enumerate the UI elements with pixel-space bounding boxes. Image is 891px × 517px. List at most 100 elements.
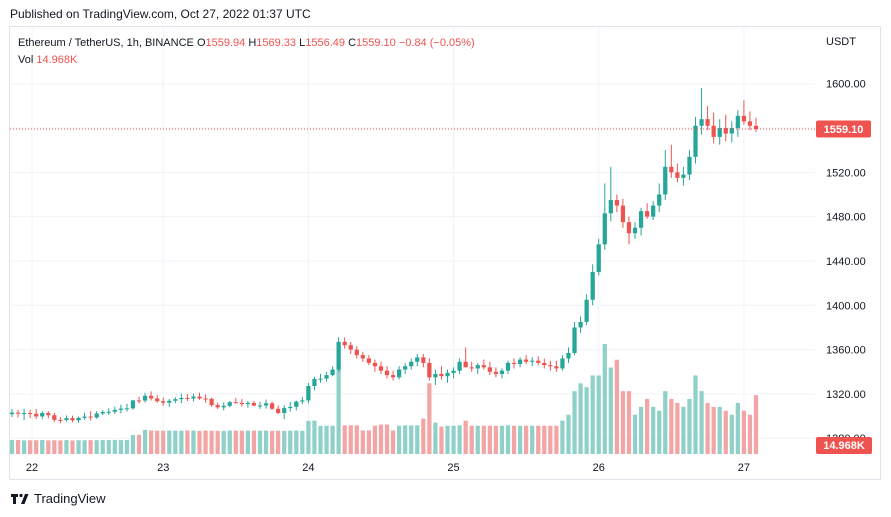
volume-bar	[306, 420, 311, 454]
volume-bar	[397, 425, 402, 454]
volume-bar	[209, 430, 214, 454]
candle-body	[28, 413, 33, 415]
volume-bar	[282, 430, 287, 454]
volume-bar	[245, 430, 251, 454]
candle-body	[100, 411, 105, 414]
candle-body	[215, 405, 220, 408]
last-price-tag: 1559.10	[816, 120, 871, 138]
volume-bar	[584, 387, 589, 454]
candle-body	[741, 115, 747, 122]
candle-body	[626, 222, 632, 234]
volume-bar	[40, 440, 45, 454]
candle-body	[282, 408, 287, 413]
candle-body	[663, 166, 668, 195]
candle-body	[118, 408, 123, 410]
legend-low: L1556.49	[299, 37, 345, 49]
volume-series	[9, 344, 759, 454]
volume-bar	[185, 430, 190, 454]
volume-bar	[269, 430, 275, 454]
candle-body	[112, 409, 117, 412]
volume-bar	[221, 430, 226, 454]
candle-body	[403, 366, 408, 370]
candle-body	[257, 405, 263, 407]
candle-body	[608, 200, 613, 214]
volume-bar	[161, 430, 166, 454]
candle-body	[209, 398, 214, 406]
volume-bar	[427, 383, 432, 454]
volume-bar	[554, 425, 559, 454]
volume-bar	[233, 430, 238, 454]
volume-bar	[439, 426, 444, 454]
volume-bar	[451, 425, 456, 454]
candle-body	[324, 375, 329, 379]
legend-open: O1559.94	[196, 37, 246, 49]
chart-frame	[9, 26, 881, 480]
candle-body	[46, 413, 51, 416]
candle-body	[239, 402, 244, 405]
candle-body	[378, 366, 384, 371]
candle-body	[15, 412, 21, 414]
volume-bar	[276, 430, 281, 454]
volume-bar	[421, 418, 426, 454]
volume-bar	[735, 402, 740, 454]
volume-bar	[536, 425, 541, 454]
volume-bar	[28, 440, 33, 454]
legend-volume-value: 14.968K	[36, 54, 78, 66]
volume-bar	[263, 430, 269, 454]
footer-brand[interactable]: TradingView	[10, 491, 106, 506]
candle-body	[439, 373, 444, 377]
candle-body	[173, 399, 178, 401]
legend-ohlc-row: Ethereum / TetherUS, 1h, BINANCE O1559.9…	[18, 35, 475, 52]
volume-bar	[34, 440, 39, 454]
price-axis[interactable]: 1280.001320.001360.001400.001440.001480.…	[826, 79, 866, 446]
y-tick-label: 1440.00	[826, 256, 866, 268]
candle-body	[179, 397, 184, 400]
volume-bar	[52, 440, 57, 454]
volume-bar	[124, 439, 130, 454]
volume-bar	[130, 434, 136, 454]
volume-bar	[753, 395, 759, 454]
volume-bar	[179, 430, 184, 454]
candle-body	[330, 369, 335, 376]
candle-body	[124, 408, 130, 410]
candle-body	[542, 362, 547, 366]
candle-body	[197, 396, 202, 399]
volume-bar	[384, 424, 390, 454]
candle-body	[729, 128, 734, 134]
volume-bar	[499, 425, 505, 454]
candle-body	[620, 205, 626, 223]
candle-body	[511, 362, 517, 365]
time-axis[interactable]: 22 23 24 25 26 27	[26, 462, 750, 474]
candle-body	[645, 211, 650, 217]
volume-bar	[711, 406, 716, 454]
candle-body	[499, 370, 505, 374]
candle-body	[747, 121, 753, 126]
candle-body	[469, 367, 474, 369]
y-tick-label: 1400.00	[826, 300, 866, 312]
volume-bar	[693, 375, 698, 454]
x-tick-label: 22	[26, 462, 38, 474]
volume-bar	[548, 425, 553, 454]
volume-bar	[747, 414, 753, 454]
candle-body	[711, 125, 716, 137]
volume-bar	[372, 425, 378, 454]
volume-bar	[669, 399, 674, 454]
volume-bar	[590, 375, 595, 454]
volume-bar	[403, 425, 408, 454]
chart-legend: Ethereum / TetherUS, 1h, BINANCE O1559.9…	[18, 35, 475, 69]
candle-body	[397, 369, 402, 378]
volume-bar	[560, 420, 565, 454]
volume-bar	[651, 406, 656, 454]
candle-body	[384, 370, 390, 376]
volume-bar	[542, 425, 547, 454]
volume-bar	[638, 406, 644, 454]
volume-bar	[76, 440, 81, 454]
volume-bar	[705, 402, 710, 454]
volume-bar	[517, 425, 523, 454]
candle-body	[64, 418, 69, 421]
volume-bar	[524, 425, 529, 454]
volume-bar	[366, 430, 371, 454]
candle-body	[560, 358, 565, 369]
volume-bar	[257, 430, 263, 454]
